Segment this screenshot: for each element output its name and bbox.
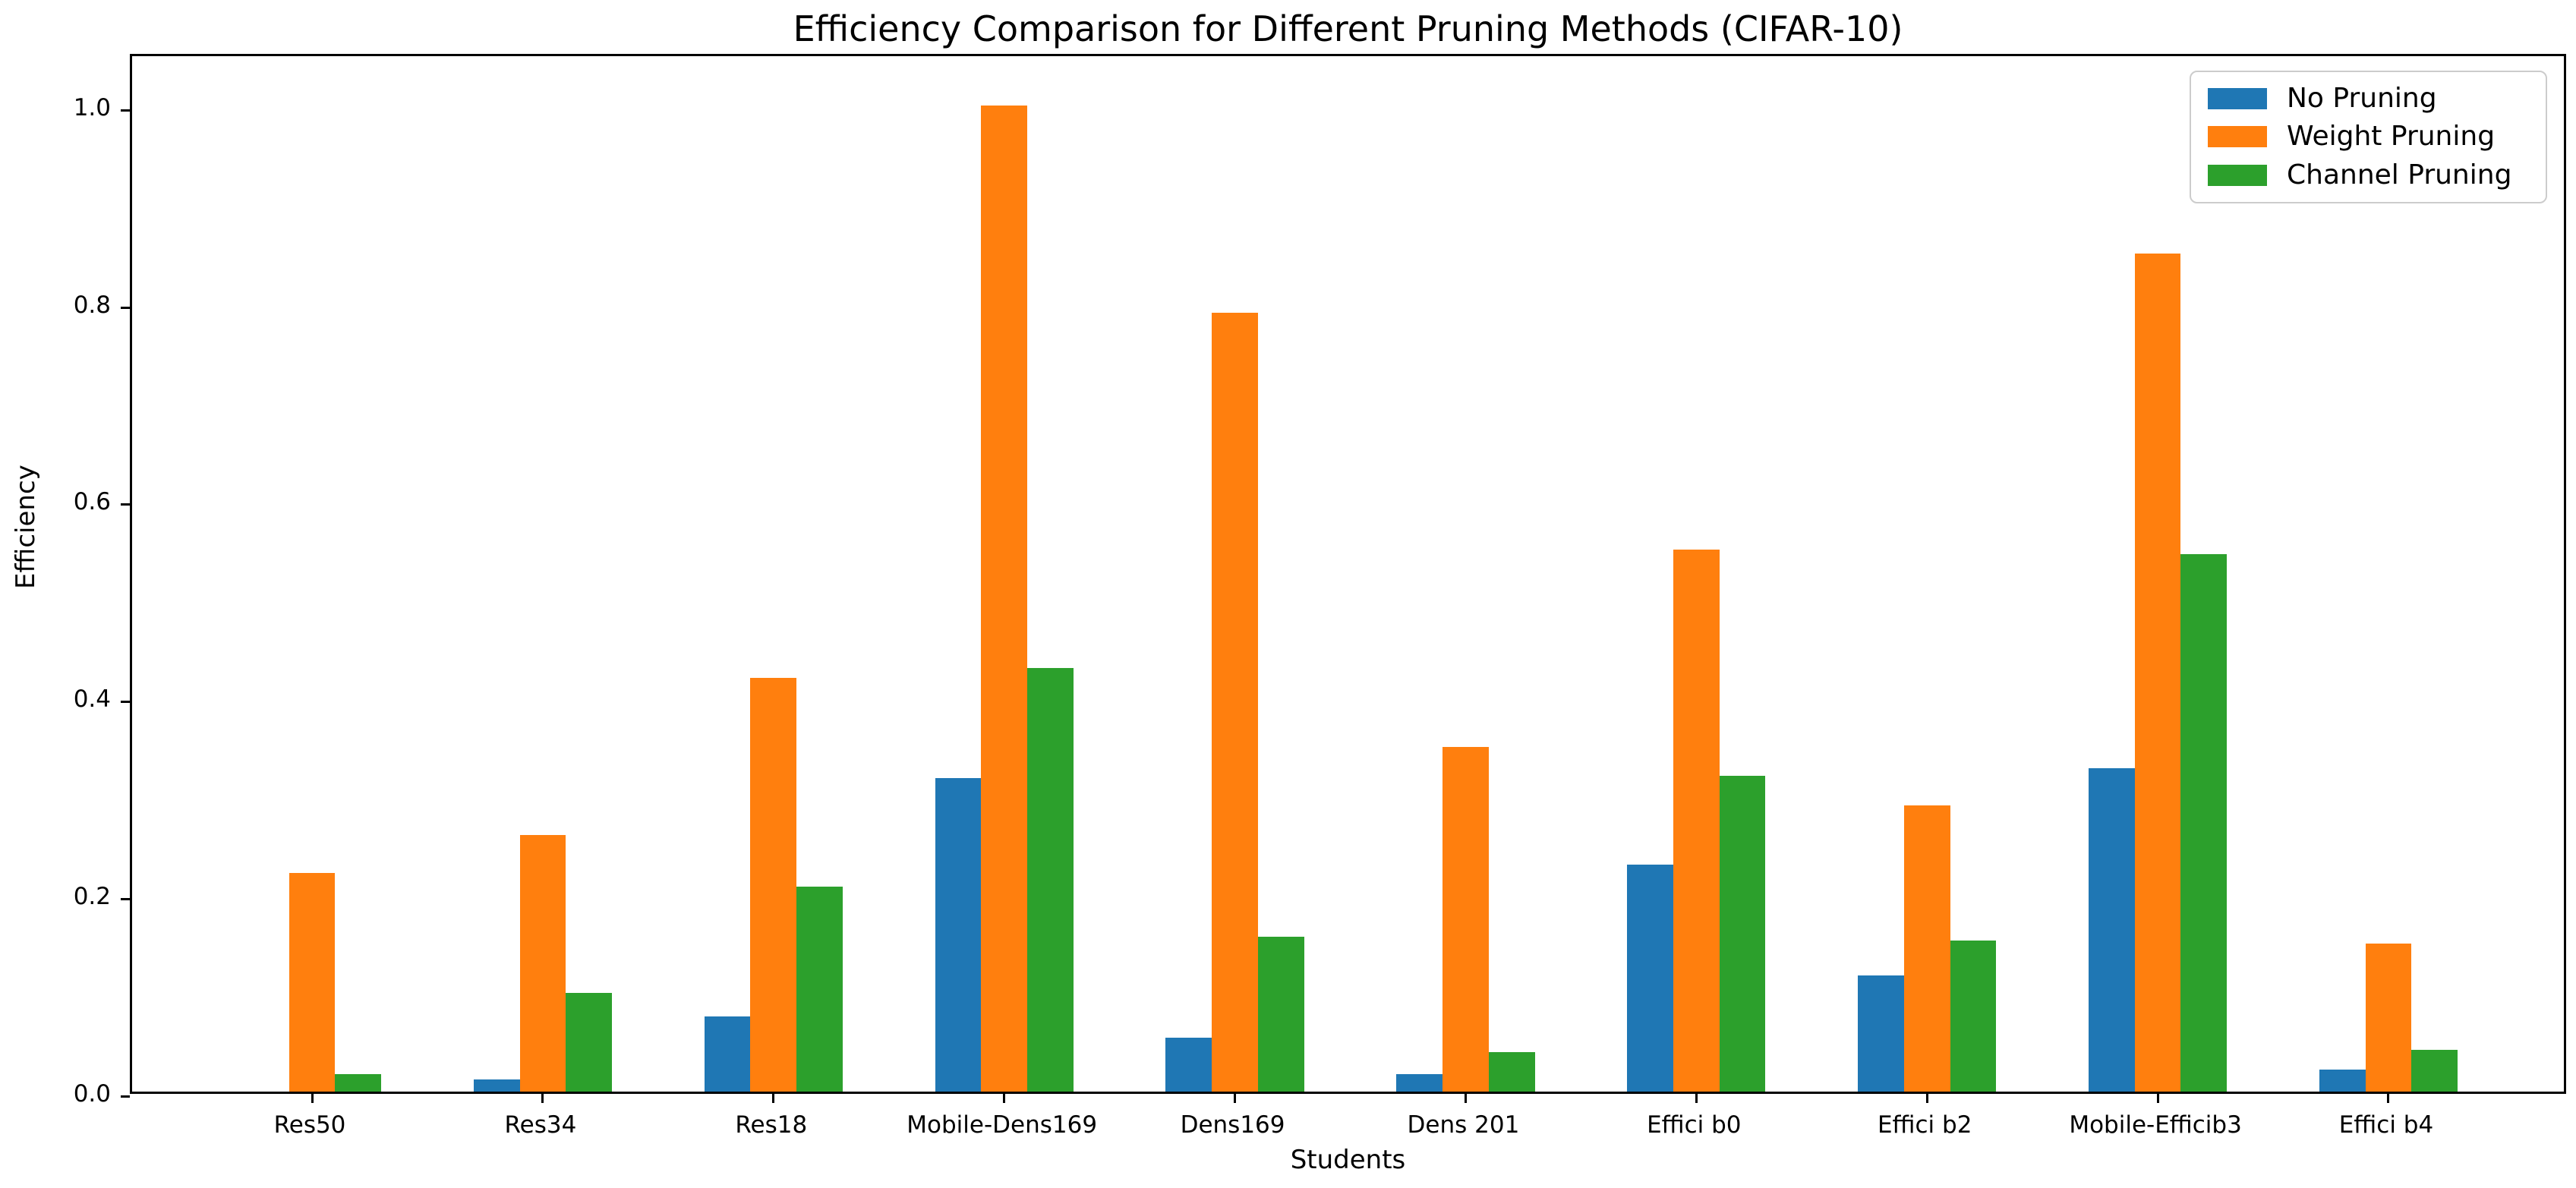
y-tick-label: 0.2 — [73, 882, 111, 910]
bar-no-pruning — [935, 778, 982, 1092]
x-tick-mark — [772, 1094, 775, 1103]
bar-no-pruning — [704, 1016, 751, 1092]
legend-swatch-channel-pruning — [2208, 164, 2267, 186]
x-tick-label: Effici b2 — [1877, 1111, 1972, 1139]
bar-channel-pruning — [335, 1073, 382, 1092]
legend-row: Weight Pruning — [2208, 121, 2546, 152]
x-tick-label: Res18 — [735, 1111, 808, 1139]
x-tick-label: Effici b4 — [2338, 1111, 2434, 1139]
bar-no-pruning — [2319, 1070, 2366, 1092]
x-tick-mark — [1695, 1094, 1698, 1103]
y-tick-mark — [121, 1095, 130, 1098]
legend: No Pruning Weight Pruning Channel Pruning — [2190, 71, 2547, 203]
bar-weight-pruning — [1212, 313, 1258, 1092]
y-tick-mark — [121, 701, 130, 704]
y-tick-mark — [121, 503, 130, 506]
y-axis-label: Efficiency — [11, 465, 41, 589]
x-tick-label: Res50 — [273, 1111, 346, 1139]
bar-no-pruning — [2088, 768, 2135, 1092]
x-axis-label: Students — [1290, 1145, 1406, 1175]
legend-row: No Pruning — [2208, 84, 2546, 114]
bar-channel-pruning — [1488, 1052, 1535, 1092]
bar-channel-pruning — [566, 993, 613, 1092]
y-tick-label: 0.4 — [73, 685, 111, 714]
x-tick-mark — [2156, 1094, 2159, 1103]
bar-channel-pruning — [796, 886, 843, 1092]
chart-title: Efficiency Comparison for Different Prun… — [793, 8, 1903, 49]
bar-no-pruning — [1396, 1073, 1443, 1092]
legend-label: No Pruning — [2287, 83, 2437, 115]
bar-channel-pruning — [1719, 776, 1766, 1092]
bar-channel-pruning — [2411, 1050, 2458, 1092]
x-tick-mark — [311, 1094, 314, 1103]
bar-no-pruning — [1627, 865, 1673, 1092]
bar-weight-pruning — [1442, 746, 1489, 1092]
bar-channel-pruning — [1027, 667, 1074, 1092]
bar-weight-pruning — [2134, 254, 2181, 1092]
plot-area — [121, 54, 2566, 1103]
x-tick-mark — [1234, 1094, 1237, 1103]
bar-weight-pruning — [288, 872, 336, 1092]
bar-weight-pruning — [981, 106, 1028, 1092]
x-tick-mark — [1464, 1094, 1467, 1103]
legend-row: Channel Pruning — [2208, 159, 2546, 191]
y-tick-mark — [121, 897, 130, 900]
y-tick-label: 0.0 — [73, 1079, 111, 1108]
bar-no-pruning — [473, 1079, 520, 1092]
y-tick-mark — [121, 109, 130, 112]
x-tick-mark — [1003, 1094, 1006, 1103]
x-tick-label: Effici b0 — [1647, 1111, 1742, 1139]
x-tick-label: Mobile-Efficib3 — [2069, 1111, 2242, 1139]
bar-channel-pruning — [2180, 554, 2228, 1092]
x-tick-mark — [1925, 1094, 1928, 1103]
x-tick-mark — [2387, 1094, 2390, 1103]
x-tick-label: Res34 — [504, 1111, 577, 1139]
legend-swatch-weight-pruning — [2208, 126, 2267, 148]
legend-label: Channel Pruning — [2287, 159, 2512, 191]
x-tick-label: Mobile-Dens169 — [906, 1111, 1098, 1139]
legend-label: Weight Pruning — [2287, 121, 2496, 153]
x-tick-mark — [541, 1094, 544, 1103]
bar-channel-pruning — [1257, 937, 1304, 1092]
bar-weight-pruning — [1903, 805, 1950, 1092]
y-tick-mark — [121, 306, 130, 309]
y-tick-label: 0.8 — [73, 291, 111, 319]
y-tick-label: 0.6 — [73, 488, 111, 516]
bar-no-pruning — [1858, 975, 1904, 1092]
x-tick-label: Dens 201 — [1407, 1111, 1520, 1139]
x-tick-label: Dens169 — [1180, 1111, 1285, 1139]
bar-weight-pruning — [2365, 944, 2412, 1092]
y-axis-tick-labels: 0.0 0.2 0.4 0.6 0.8 1.0 — [0, 0, 111, 1188]
bar-weight-pruning — [1673, 549, 1720, 1092]
y-tick-label: 1.0 — [73, 93, 111, 121]
legend-swatch-no-pruning — [2208, 88, 2267, 110]
bar-no-pruning — [1165, 1037, 1212, 1092]
bar-weight-pruning — [750, 677, 797, 1092]
bar-channel-pruning — [1950, 941, 1997, 1092]
bar-weight-pruning — [519, 835, 566, 1092]
